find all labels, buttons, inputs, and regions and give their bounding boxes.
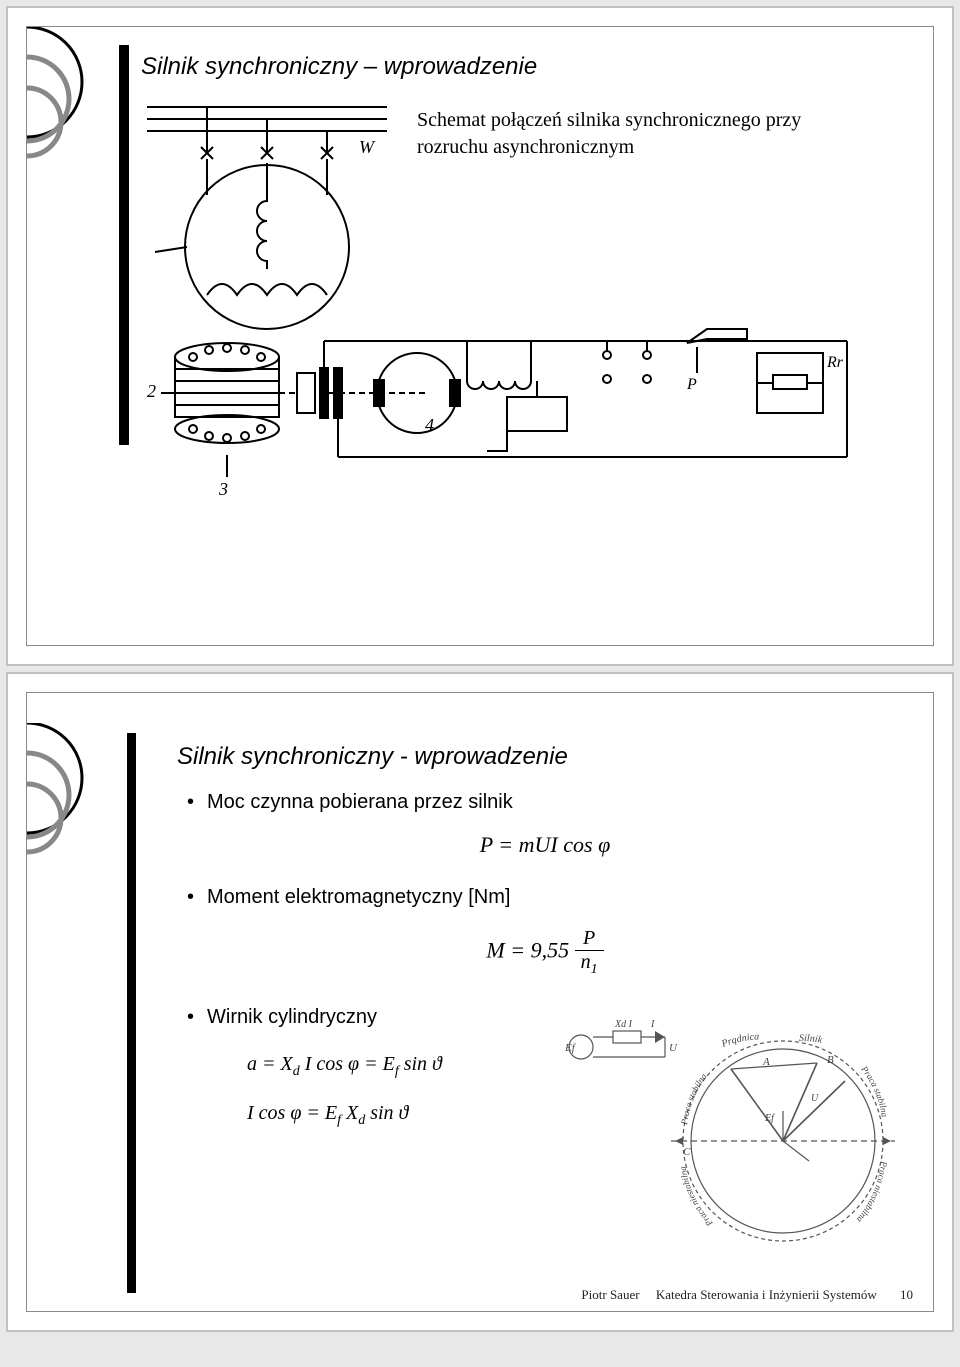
footer-author: Piotr Sauer bbox=[581, 1287, 639, 1302]
eq-i-den: X bbox=[346, 1102, 358, 1124]
corner-decoration-icon bbox=[27, 723, 137, 903]
svg-text:U: U bbox=[811, 1093, 819, 1104]
footer-page: 10 bbox=[900, 1287, 913, 1302]
title-bar-icon bbox=[119, 45, 129, 445]
eq-m-lhs: M = 9,55 bbox=[486, 938, 569, 963]
eq-m-den: n bbox=[581, 951, 591, 973]
label-3: 3 bbox=[218, 479, 228, 499]
lbl-i: I bbox=[650, 1019, 655, 1030]
slide-2-title: Silnik synchroniczny - wprowadzenie bbox=[177, 743, 903, 771]
lbl-pradnica: Prądnica bbox=[719, 1031, 759, 1050]
label-4: 4 bbox=[425, 415, 434, 435]
label-p: P bbox=[686, 376, 697, 393]
eq-m-num: P bbox=[575, 927, 604, 951]
title-bar-icon bbox=[127, 733, 136, 1293]
slide-1: Silnik synchroniczny – wprowadzenie Sche… bbox=[6, 6, 954, 666]
svg-text:Ef: Ef bbox=[764, 1113, 775, 1124]
lbl-c: C bbox=[683, 1146, 691, 1158]
lbl-stab-r: Praca stabilna bbox=[859, 1063, 890, 1118]
slide-2: Silnik synchroniczny - wprowadzenie Moc … bbox=[6, 672, 954, 1332]
eq-i-num: E bbox=[325, 1102, 337, 1124]
eq-a-1: a = X bbox=[247, 1053, 293, 1075]
footer-dept: Katedra Sterowania i Inżynierii Systemów bbox=[656, 1287, 877, 1302]
lbl-u: U bbox=[669, 1042, 678, 1054]
label-2: 2 bbox=[147, 381, 156, 401]
eq-a-mid: I cos φ = E bbox=[300, 1053, 395, 1075]
lbl-b: B bbox=[827, 1054, 834, 1066]
eq-i-den-sub: d bbox=[358, 1113, 365, 1128]
lbl-ef: Ef bbox=[564, 1042, 577, 1054]
rotor-phasor-diagram: Ef Xd I I U bbox=[563, 1011, 903, 1251]
eq-a-end: sin ϑ bbox=[399, 1053, 442, 1075]
eq-a-sub1: d bbox=[293, 1064, 300, 1079]
label-rr: Rr bbox=[826, 354, 844, 371]
eq-i-num-sub: f bbox=[337, 1113, 341, 1128]
slide-1-title: Silnik synchroniczny – wprowadzenie bbox=[141, 53, 903, 81]
slide-2-inner: Silnik synchroniczny - wprowadzenie Moc … bbox=[26, 692, 934, 1312]
equation-power: P = mUI cos φ bbox=[187, 832, 903, 858]
label-1: 1 bbox=[147, 241, 148, 261]
lbl-a: A bbox=[762, 1056, 770, 1068]
lbl-silnik: Silnik bbox=[799, 1033, 824, 1046]
equation-moment: M = 9,55 P n1 bbox=[187, 927, 903, 978]
bullet-power: Moc czynna pobierana przez silnik bbox=[207, 791, 903, 814]
label-w: W bbox=[359, 137, 376, 157]
eq-m-den-sub: 1 bbox=[591, 962, 598, 977]
lbl-xd: Xd I bbox=[614, 1019, 633, 1030]
connection-schematic-diagram: W 1 bbox=[147, 97, 887, 527]
svg-text:Prądnica: Prądnica bbox=[719, 1031, 759, 1050]
eq-i-rhs: sin ϑ bbox=[370, 1102, 408, 1124]
slide-1-inner: Silnik synchroniczny – wprowadzenie Sche… bbox=[26, 26, 934, 646]
svg-text:Praca stabilna: Praca stabilna bbox=[859, 1063, 890, 1118]
svg-text:Silnik: Silnik bbox=[799, 1033, 824, 1046]
slide-footer: Piotr Sauer Katedra Sterowania i Inżynie… bbox=[581, 1287, 913, 1303]
bullet-moment: Moment elektromagnetyczny [Nm] bbox=[207, 886, 903, 909]
eq-i-lhs: I cos φ = bbox=[247, 1102, 325, 1124]
